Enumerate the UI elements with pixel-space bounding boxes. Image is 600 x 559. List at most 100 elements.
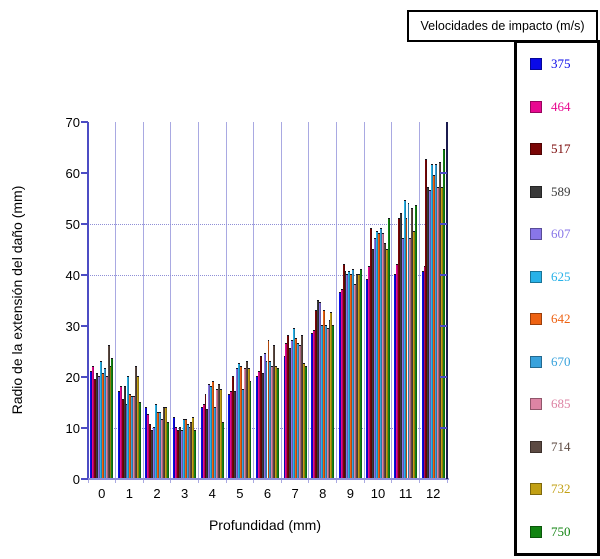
bar [109,365,112,479]
y-axis-line [87,122,89,480]
bar [340,289,343,479]
vertical-gridline [363,122,365,483]
bar [348,271,351,479]
bar [344,271,347,479]
y-tick-label: 40 [65,268,80,283]
plot-area [87,122,448,483]
bar [381,233,384,479]
bar [184,419,187,479]
legend-swatch [530,228,542,241]
bar [350,274,353,479]
right-frame-tick [440,172,447,174]
legend-swatch [530,355,542,368]
right-frame-tick [440,376,447,378]
vertical-gridline [391,122,393,483]
vertical-gridline [336,122,338,483]
bar [415,205,418,479]
bar [338,291,341,479]
bar [190,421,193,479]
y-tick-label: 20 [65,370,80,385]
legend-swatch [530,483,542,496]
y-tick-label: 50 [65,217,80,232]
bar [151,429,154,479]
bar [162,406,165,479]
bar [221,421,224,479]
legend-item: 517 [517,141,597,157]
x-tick-label: 2 [153,486,161,501]
bar [245,360,248,479]
bar [383,243,386,479]
bar [204,393,207,479]
bar [370,228,373,479]
bar [395,263,398,479]
bar [121,398,124,479]
legend-label: 607 [551,226,571,242]
bar [123,386,126,479]
bar [105,376,108,479]
legend-label: 464 [551,98,571,114]
bar [129,393,132,479]
bar [429,189,432,479]
legend-item: 750 [517,524,597,540]
bar [97,376,100,479]
y-axis-tick [81,376,88,378]
bar [176,429,179,479]
bar [295,337,298,479]
x-axis-line [84,478,449,480]
bar [277,368,280,479]
bar [332,325,335,479]
bar [133,396,136,479]
bar [214,406,217,479]
bar [437,187,439,479]
bar [131,396,134,479]
bar [160,419,163,479]
bar [374,238,377,479]
legend-item: 464 [517,99,597,115]
y-tick-label: 70 [65,115,80,130]
bar [427,187,430,479]
bar [342,263,345,479]
legend-swatch [530,525,542,538]
bar [368,266,371,479]
bar [328,319,331,479]
legend-item: 589 [517,184,597,200]
bar [157,411,159,479]
y-axis-tick [81,325,88,327]
bar [127,376,130,479]
bar [379,228,382,479]
bar [409,238,412,479]
bar [117,391,120,479]
bar [407,202,410,479]
x-tick-label: 0 [98,486,106,501]
bar [360,268,362,479]
bar [232,376,235,479]
x-tick-label: 11 [398,486,413,501]
right-frame-tick [440,223,447,225]
x-tick-label: 3 [181,486,189,501]
bar [186,424,189,479]
legend-swatch [530,100,542,113]
bar [107,345,110,479]
bar [431,164,434,479]
bar [265,360,268,479]
y-tick-label: 60 [65,166,80,181]
bar [289,347,292,479]
bar [421,271,424,479]
bar [267,340,270,479]
legend-label: 589 [551,183,571,199]
bar [377,233,380,479]
bar [96,373,98,479]
bar [387,217,390,479]
bar [438,161,441,479]
bar [304,365,307,479]
bar [101,373,104,479]
y-axis-title: Radio de la extensión del daño (mm) [9,185,25,415]
bar [263,353,266,479]
bar [147,414,150,479]
vertical-gridline [197,122,199,483]
bar [401,238,404,479]
bar [318,302,321,479]
bar [423,266,426,479]
legend-label: 685 [551,396,571,412]
